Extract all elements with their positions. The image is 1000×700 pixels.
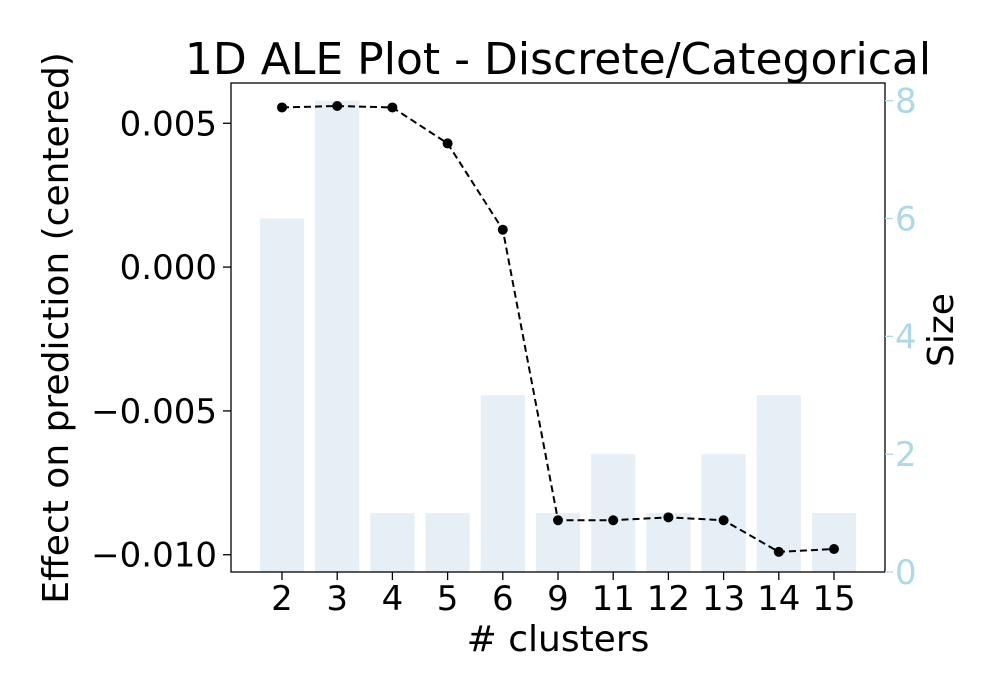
x-tick-label: 9: [547, 579, 569, 619]
effect-line: [277, 101, 839, 557]
effect-line-path: [281, 105, 835, 553]
effect-point: [773, 546, 784, 557]
chart-title: 1D ALE Plot - Discrete/Categorical: [185, 34, 931, 85]
size-bar: [315, 100, 360, 573]
size-bar: [756, 395, 801, 572]
y2-tick-label: 8: [895, 82, 917, 122]
x-tick-label: 2: [271, 579, 293, 619]
x-tick-label: 14: [757, 579, 800, 619]
effect-point: [332, 101, 343, 112]
y2-axis-label: Size: [921, 293, 962, 367]
y2-tick-label: 6: [895, 200, 917, 240]
effect-point: [387, 102, 398, 113]
y2-tick-label: 0: [895, 553, 917, 593]
y-axis-label: Effect on prediction (centered): [36, 52, 77, 604]
size-bar: [811, 513, 857, 572]
x-tick-label: 3: [326, 579, 348, 619]
x-tick-label: 6: [492, 579, 514, 619]
y2-tick-label: 2: [895, 435, 917, 475]
effect-point: [718, 515, 729, 526]
x-tick-label: 12: [647, 579, 690, 619]
size-bar: [425, 513, 470, 572]
size-bar: [646, 513, 691, 572]
effect-point: [277, 102, 287, 113]
y-tick-label: −0.005: [91, 392, 217, 432]
effect-point: [663, 512, 674, 523]
x-axis-label: # clusters: [467, 619, 650, 660]
size-bar: [591, 454, 636, 572]
size-bar: [259, 218, 305, 572]
size-bar: [480, 395, 525, 572]
x-tick-label: 4: [382, 579, 404, 619]
y-tick-label: 0.000: [120, 248, 217, 288]
effect-point: [829, 543, 839, 554]
y-tick-label: −0.010: [91, 536, 217, 576]
x-tick-label: 5: [437, 579, 459, 619]
effect-point: [553, 515, 563, 526]
size-bars: [259, 100, 857, 573]
x-tick-label: 15: [812, 579, 855, 619]
size-bar: [701, 454, 746, 572]
size-bar: [370, 513, 415, 572]
right-y-axis: 0 2 4 6 8: [885, 82, 917, 593]
left-y-axis: −0.010 −0.005 0.000 0.005: [91, 104, 231, 576]
x-axis: 2 3 4 5 6 9 11 12 13 14 15: [271, 572, 856, 619]
x-tick-label: 11: [592, 579, 635, 619]
effect-point: [608, 515, 619, 526]
effect-point: [497, 224, 508, 235]
y2-tick-label: 4: [895, 317, 917, 357]
y-tick-label: 0.005: [120, 104, 217, 144]
x-tick-label: 13: [702, 579, 745, 619]
effect-point: [442, 138, 453, 149]
